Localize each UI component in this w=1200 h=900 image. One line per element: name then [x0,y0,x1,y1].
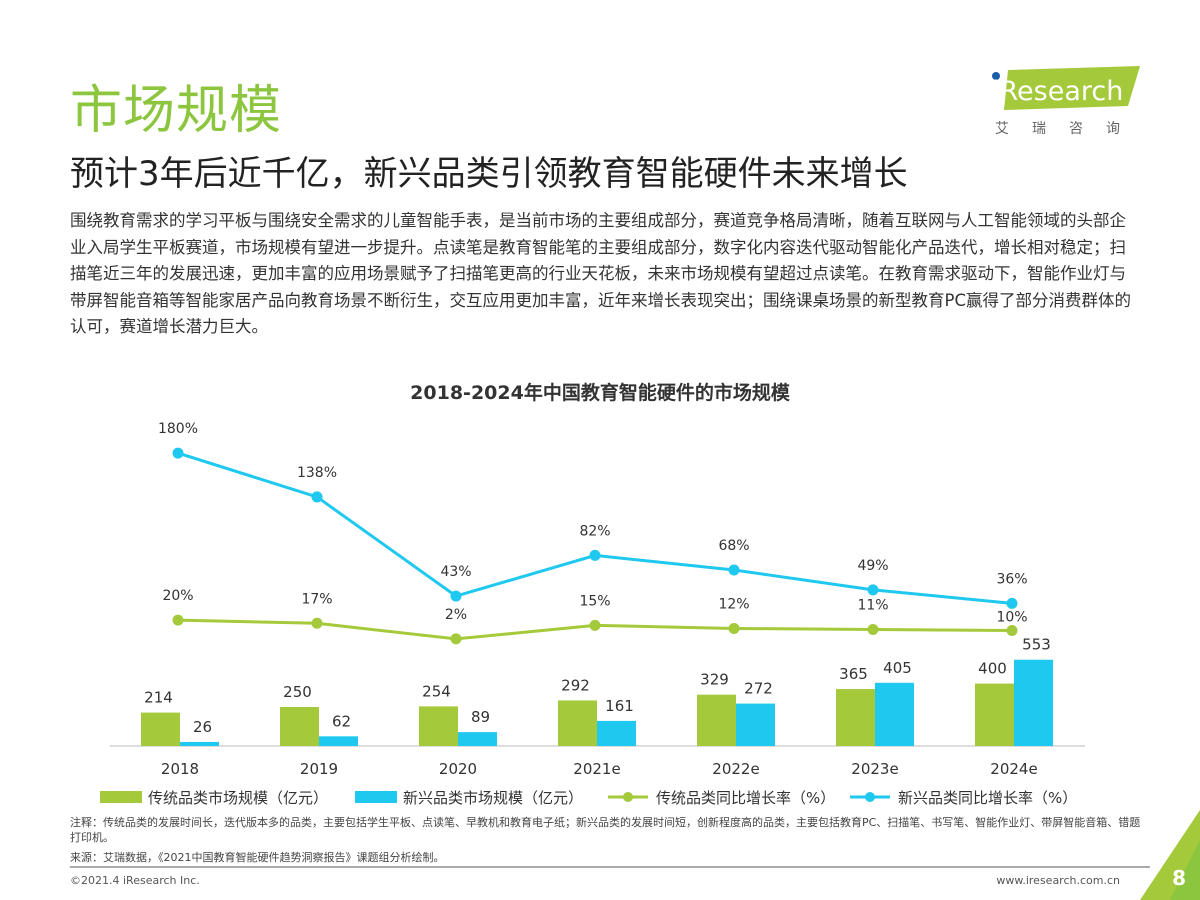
bar-value-label: 254 [422,682,451,700]
line-point [1006,597,1018,609]
bar [1014,659,1053,746]
line-point [589,549,601,561]
bar-value-label: 365 [839,665,868,683]
svg-text:iResearch: iResearch [992,76,1123,107]
line-point [172,447,184,459]
bar [736,703,775,746]
line-value-label: 49% [857,558,888,574]
bar-value-label: 553 [1022,636,1051,654]
page-title: 市场规模 [70,81,283,141]
line-value-label: 138% [297,465,337,481]
line-point [867,584,879,596]
source-note: 来源：艾瑞数据，《2021中国教育智能硬件趋势洞察报告》课题组分析绘制。 [70,851,445,864]
bar [419,706,458,746]
x-tick-label: 2023e [851,760,898,778]
bar-value-label: 89 [471,708,490,726]
bar [836,689,875,746]
bar-value-label: 400 [978,660,1007,678]
bar-value-label: 292 [561,676,590,694]
page-number: 8 [1172,866,1186,890]
footnote: 注释：传统品类的发展时间长，迭代版本多的品类，主要包括学生平板、点读笔、早教机和… [70,816,1141,844]
line-value-label: 20% [162,588,193,604]
legend-label: 新兴品类市场规模（亿元） [403,789,583,807]
line-value-label: 82% [579,523,610,539]
bar [597,720,636,746]
x-tick-label: 2018 [161,760,199,778]
line-value-label: 43% [440,564,471,580]
copyright: ©2021.4 iResearch Inc. [70,874,200,887]
bar [319,736,358,746]
bar-value-label: 161 [605,697,634,715]
bar [558,700,597,746]
bar-value-label: 250 [283,683,312,701]
bar [180,741,219,746]
bar [975,683,1014,746]
bar [697,694,736,746]
legend-swatch [100,791,142,803]
legend-label: 传统品类同比增长率（%） [656,789,835,807]
bar [141,712,180,746]
line-value-label: 10% [996,610,1027,626]
legend-label: 传统品类市场规模（亿元） [148,789,328,807]
line-point [450,633,462,645]
bar [280,707,319,746]
x-tick-label: 2021e [573,760,620,778]
line-point [311,617,323,629]
page-subtitle: 预计3年后近千亿，新兴品类引领教育智能硬件未来增长 [70,154,908,194]
line-value-label: 17% [301,591,332,607]
bar-value-label: 62 [332,712,351,730]
footer-divider [70,866,1150,868]
line-point [728,564,740,576]
corner-decoration [1140,810,1200,900]
body-paragraph: 围绕教育需求的学习平板与围绕安全需求的儿童智能手表，是当前市场的主要组成部分，赛… [70,211,1131,336]
legend-swatch [355,791,397,803]
bar-value-label: 405 [883,659,912,677]
line-point [1006,625,1018,637]
logo-subtitle: 艾瑞咨询 [995,121,1143,137]
line-point [728,622,740,634]
line-point [589,619,601,631]
line-value-label: 180% [158,421,198,437]
iresearch-logo: iResearch [992,66,1140,110]
line-value-label: 11% [857,598,888,614]
line-value-label: 2% [445,607,467,623]
bar [458,732,497,746]
line-point [450,590,462,602]
legend-marker [623,792,633,802]
legend-label: 新兴品类同比增长率（%） [898,789,1077,807]
legend-marker [865,792,875,802]
line-value-label: 12% [718,596,749,612]
line-value-label: 68% [718,538,749,554]
chart: 2018 2019 2020 2021e 2022e 2023e 2024e 214 250 25… [100,421,1085,807]
line-point [311,491,323,503]
line-value-label: 36% [996,571,1027,587]
line-value-label: 15% [579,593,610,609]
line-point [172,614,184,626]
bar-value-label: 26 [193,718,212,736]
x-tick-label: 2024e [990,760,1037,778]
bar-value-label: 214 [144,689,173,707]
line-point [867,624,879,636]
x-tick-label: 2020 [439,760,477,778]
x-tick-label: 2019 [300,760,338,778]
chart-title: 2018-2024年中国教育智能硬件的市场规模 [410,382,790,404]
bar-value-label: 272 [744,680,773,698]
bar-value-label: 329 [700,671,729,689]
website-link[interactable]: www.iresearch.com.cn [996,874,1120,887]
bar [875,682,914,746]
x-tick-label: 2022e [712,760,759,778]
